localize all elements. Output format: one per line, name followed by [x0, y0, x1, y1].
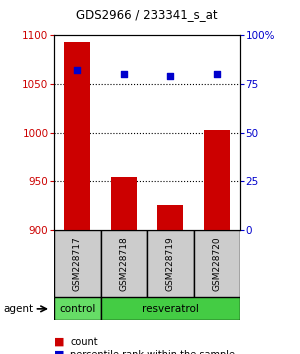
Text: resveratrol: resveratrol [142, 304, 199, 314]
Bar [158, 205, 183, 230]
Text: percentile rank within the sample: percentile rank within the sample [70, 350, 236, 354]
Bar [100, 230, 147, 297]
Point [168, 73, 173, 79]
Bar [54, 230, 100, 297]
Bar [100, 297, 240, 320]
Text: GDS2966 / 233341_s_at: GDS2966 / 233341_s_at [76, 8, 218, 21]
Point [75, 68, 80, 73]
Text: agent: agent [3, 304, 33, 314]
Text: ■: ■ [54, 350, 64, 354]
Bar [111, 177, 136, 230]
Point [214, 72, 219, 77]
Text: control: control [59, 304, 95, 314]
Text: GSM228718: GSM228718 [119, 236, 128, 291]
Bar [194, 230, 240, 297]
Bar [204, 130, 230, 230]
Text: GSM228717: GSM228717 [73, 236, 82, 291]
Text: GSM228719: GSM228719 [166, 236, 175, 291]
Text: GSM228720: GSM228720 [212, 236, 221, 291]
Text: count: count [70, 337, 98, 347]
Bar [54, 297, 100, 320]
Bar [64, 42, 90, 230]
Point [122, 72, 126, 77]
Bar [147, 230, 194, 297]
Text: ■: ■ [54, 337, 64, 347]
